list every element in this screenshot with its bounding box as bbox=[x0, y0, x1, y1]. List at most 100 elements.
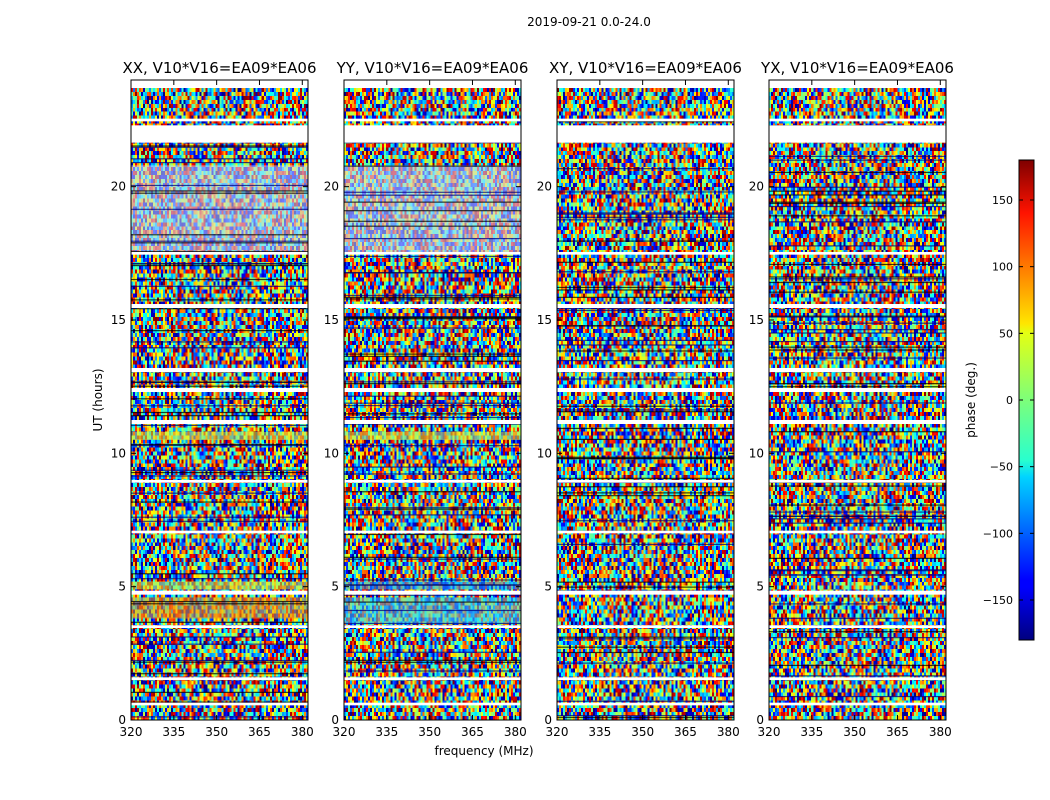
panel-2-streak bbox=[344, 491, 521, 493]
panel-4-data-gap bbox=[769, 480, 946, 483]
panel-1-streak bbox=[131, 573, 308, 575]
panel-1-xtick-label: 365 bbox=[248, 725, 271, 739]
panel-3-xtick-label: 335 bbox=[588, 725, 611, 739]
panel-1-data-gap bbox=[131, 125, 308, 143]
panel-3-data-gap bbox=[557, 677, 734, 680]
panel-4-streak bbox=[769, 263, 946, 266]
panel-1-streak bbox=[131, 250, 308, 253]
panel-2-streak bbox=[344, 670, 521, 672]
panel-2-streak bbox=[344, 533, 521, 536]
panel-1-data-gap bbox=[131, 420, 308, 424]
panel-3-streak bbox=[557, 457, 734, 459]
panel-2-data-gap bbox=[344, 118, 521, 122]
panel-3-data-gap bbox=[557, 125, 734, 143]
panel-2-streak bbox=[344, 298, 521, 300]
panel-1-streak bbox=[131, 603, 308, 605]
panel-1-xtick-label: 380 bbox=[291, 725, 314, 739]
panel-2-streak bbox=[344, 191, 521, 193]
panel-4-streak bbox=[769, 518, 946, 520]
panel-4-streak bbox=[769, 695, 946, 698]
panel-4-ytick-label: 10 bbox=[749, 446, 764, 460]
panel-2: YY, V10*V16=EA09*EA06 320 335 350 365 380 0 5 10… bbox=[324, 59, 529, 739]
panel-4-streak bbox=[769, 664, 946, 667]
panel-3-ytick-label: 5 bbox=[544, 580, 552, 594]
panel-1-streak bbox=[131, 469, 308, 471]
panel-1-streak bbox=[131, 385, 308, 387]
panel-3: XY, V10*V16=EA09*EA06 320 335 350 365 380 0 5 10… bbox=[537, 59, 742, 739]
panel-4-data-gap bbox=[769, 702, 946, 706]
panel-2-ytick-label: 0 bbox=[331, 713, 339, 727]
panel-4-streak bbox=[769, 349, 946, 351]
colorbar-tick-label: −50 bbox=[990, 461, 1013, 474]
panel-1-streak bbox=[131, 240, 308, 242]
panel-2-ytick-label: 15 bbox=[324, 313, 339, 327]
panel-1-streak bbox=[131, 381, 308, 383]
panel-2-streak bbox=[344, 609, 521, 612]
panel-2-streak bbox=[344, 210, 521, 212]
panel-2-data-gap bbox=[344, 368, 521, 372]
panel-2-data-gap bbox=[344, 530, 521, 534]
panel-4-data-gap bbox=[769, 368, 946, 372]
panel-3-streak bbox=[557, 716, 734, 719]
panel-2-streak bbox=[344, 622, 521, 625]
panel-1-streak bbox=[131, 471, 308, 474]
panel-4-top-blank bbox=[769, 80, 946, 87]
panel-4-data-gap bbox=[769, 625, 946, 628]
panel-3-streak bbox=[557, 477, 734, 479]
panel-3-streak bbox=[557, 121, 734, 123]
panel-1-streak bbox=[131, 636, 308, 638]
panel-2-data-gap bbox=[344, 480, 521, 483]
colorbar: 150 100 50 0 −50 −100 −150 phase (deg.) bbox=[964, 159, 1035, 641]
panel-3-ytick-label: 10 bbox=[537, 446, 552, 460]
figure-suptitle: 2019-09-21 0.0-24.0 bbox=[527, 15, 651, 29]
panel-4-streak bbox=[769, 522, 946, 524]
panel-3-data-gap bbox=[557, 118, 734, 122]
panel-2-streak bbox=[344, 473, 521, 475]
panel-1-data-gap bbox=[131, 118, 308, 122]
panel-2-top-blank bbox=[344, 80, 521, 87]
panel-4-streak bbox=[769, 171, 946, 174]
panel-1-streak bbox=[131, 278, 308, 281]
panel-2-streak bbox=[344, 416, 521, 419]
panel-3-streak bbox=[557, 638, 734, 640]
panel-2-streak bbox=[344, 661, 521, 663]
panel-1-streak bbox=[131, 701, 308, 703]
panel-4-streak bbox=[769, 315, 946, 317]
panel-2-streak bbox=[344, 651, 521, 653]
panel-4-data-gap bbox=[769, 304, 946, 308]
panel-4-streak bbox=[769, 402, 946, 404]
panel-4-streak bbox=[769, 574, 946, 576]
panel-3-streak bbox=[557, 168, 734, 170]
panel-3-data-gap bbox=[557, 702, 734, 706]
panel-4-streak bbox=[769, 569, 946, 571]
panel-2-streak bbox=[344, 294, 521, 297]
panel-4-streak bbox=[769, 281, 946, 284]
panel-4-streak bbox=[769, 631, 946, 633]
panel-1-xtick-label: 335 bbox=[162, 725, 185, 739]
panel-1-streak bbox=[131, 208, 308, 210]
panel-4-data-gap bbox=[769, 125, 946, 143]
panel-4-streak bbox=[769, 190, 946, 192]
panel-4-xtick-label: 350 bbox=[843, 725, 866, 739]
panel-1: XX, V10*V16=EA09*EA06 320 335 350 365 380 0 5 10… bbox=[111, 59, 317, 739]
panel-1-streak bbox=[131, 424, 308, 426]
panel-1-streak bbox=[131, 578, 308, 580]
panel-1-streak bbox=[131, 341, 308, 343]
panel-1-ytick-label: 20 bbox=[111, 180, 126, 194]
panel-2-streak bbox=[344, 594, 521, 596]
panel-1-streak bbox=[131, 264, 308, 267]
panel-4-streak bbox=[769, 451, 946, 453]
panel-3-streak bbox=[557, 405, 734, 407]
panel-1-streak bbox=[131, 444, 308, 446]
panel-3-ytick-label: 0 bbox=[544, 713, 552, 727]
panel-1-streak bbox=[131, 520, 308, 522]
panel-3-data-gap bbox=[557, 388, 734, 392]
panel-2-streak bbox=[344, 423, 521, 425]
panel-2-data-gap bbox=[344, 388, 521, 392]
panel-4-streak bbox=[769, 201, 946, 203]
panel-4-ytick-label: 5 bbox=[756, 580, 764, 594]
panel-2-streak bbox=[344, 413, 521, 415]
panel-1-ytick-label: 0 bbox=[118, 713, 126, 727]
panel-3-xtick-label: 365 bbox=[674, 725, 697, 739]
